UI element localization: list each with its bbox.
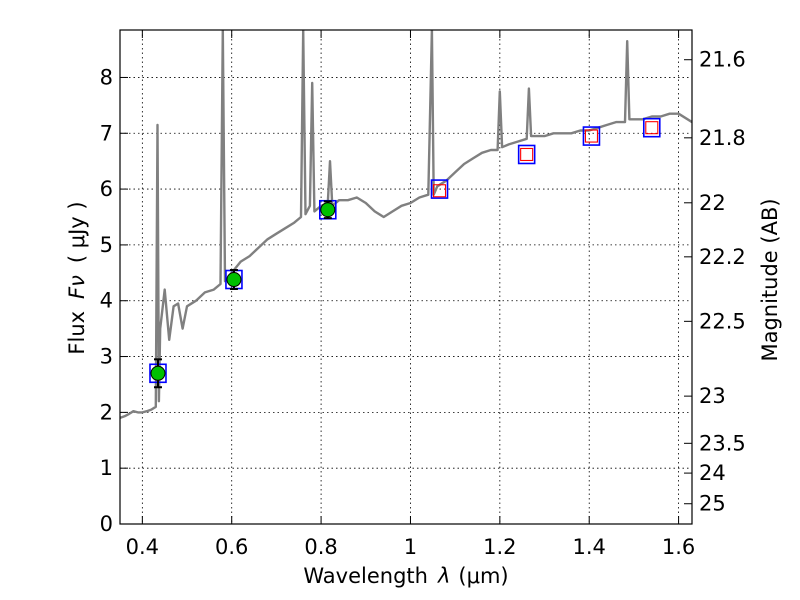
x-tick-label: 0.6 — [215, 535, 248, 559]
x-tick-label: 1 — [404, 535, 417, 559]
y-tick-label: 8 — [100, 65, 113, 89]
axis-ticks: 0.4 0.6 0.8 1 1.2 1.4 1.601234567821.621.82222… — [100, 30, 746, 559]
y-tick-label: 1 — [100, 456, 113, 480]
y2-axis-title: Magnitude (AB) — [758, 198, 782, 361]
y-axis-title: Flux Fν ( μJy ) — [65, 201, 89, 354]
model-photometry-box — [642, 117, 661, 138]
nir-photometry-point — [645, 121, 659, 135]
x-tick-label: 0.4 — [126, 535, 159, 559]
y-tick-label: 7 — [100, 121, 113, 145]
y-tick-label: 6 — [100, 177, 113, 201]
optical-photometry-point — [150, 365, 166, 381]
nir-photometry-point — [584, 129, 599, 143]
x-tick-label: 1.4 — [573, 535, 606, 559]
y2-tick-label: 23.5 — [699, 431, 746, 455]
model-photometry-box — [430, 179, 449, 199]
y2-tick-label: 25 — [699, 492, 726, 516]
x-axis-title: Wavelength λ (μm) — [303, 564, 508, 588]
y-axis-title-word: Flux — [65, 311, 89, 355]
y2-tick-label: 21.6 — [699, 48, 746, 72]
nir-photometry-point — [432, 184, 447, 198]
y2-tick-label: 23 — [699, 384, 726, 408]
spectrum-line — [120, 30, 692, 420]
y-tick-label: 4 — [100, 289, 113, 313]
x-tick-label: 1.2 — [483, 535, 516, 559]
x-axis-title-units: (μm) — [458, 564, 508, 588]
y2-tick-label: 21.8 — [699, 126, 746, 150]
y2-tick-label: 24 — [699, 461, 726, 485]
y2-tick-label: 22.2 — [699, 245, 746, 269]
x-axis-title-word: Wavelength — [303, 564, 428, 588]
y2-tick-label: 22.5 — [699, 309, 746, 333]
nir-photometry-point — [520, 147, 534, 162]
y-axis-title-symbol: Fν — [65, 275, 89, 299]
optical-photometry-point — [226, 272, 242, 288]
plot-frame — [119, 29, 693, 525]
model-photometry-box — [517, 144, 536, 165]
plot-content — [120, 30, 692, 420]
y2-tick-label: 22 — [699, 191, 726, 215]
y-tick-label: 0 — [100, 512, 113, 536]
y-tick-label: 5 — [100, 233, 113, 257]
x-axis-title-symbol: λ — [437, 564, 450, 588]
y-tick-label: 2 — [100, 400, 113, 424]
x-tick-label: 1.6 — [662, 535, 695, 559]
y-axis-title-units: ( μJy ) — [65, 201, 89, 263]
x-tick-label: 0.8 — [304, 535, 337, 559]
model-photometry-box — [582, 126, 601, 146]
y-tick-label: 3 — [100, 345, 113, 369]
optical-photometry-point — [320, 202, 336, 218]
